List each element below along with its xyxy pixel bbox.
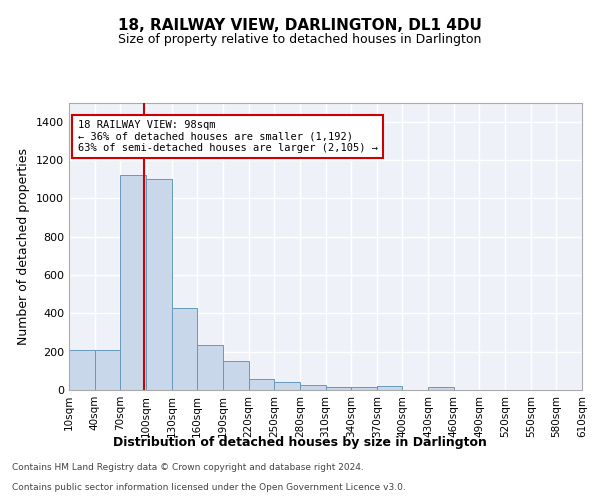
Bar xyxy=(95,350,121,390)
Bar xyxy=(69,350,95,390)
Bar xyxy=(377,386,403,390)
Text: 18 RAILWAY VIEW: 98sqm
← 36% of detached houses are smaller (1,192)
63% of semi-: 18 RAILWAY VIEW: 98sqm ← 36% of detached… xyxy=(77,120,377,153)
Text: Contains public sector information licensed under the Open Government Licence v3: Contains public sector information licen… xyxy=(12,484,406,492)
Bar xyxy=(428,387,454,390)
Bar xyxy=(172,308,197,390)
Bar xyxy=(274,382,300,390)
Bar xyxy=(223,361,248,390)
Text: Size of property relative to detached houses in Darlington: Size of property relative to detached ho… xyxy=(118,32,482,46)
Bar xyxy=(351,387,377,390)
Bar xyxy=(146,179,172,390)
Text: Contains HM Land Registry data © Crown copyright and database right 2024.: Contains HM Land Registry data © Crown c… xyxy=(12,464,364,472)
Bar xyxy=(300,385,325,390)
Text: Distribution of detached houses by size in Darlington: Distribution of detached houses by size … xyxy=(113,436,487,449)
Y-axis label: Number of detached properties: Number of detached properties xyxy=(17,148,31,345)
Bar xyxy=(121,176,146,390)
Text: 18, RAILWAY VIEW, DARLINGTON, DL1 4DU: 18, RAILWAY VIEW, DARLINGTON, DL1 4DU xyxy=(118,18,482,32)
Bar xyxy=(248,378,274,390)
Bar xyxy=(325,387,351,390)
Bar xyxy=(197,345,223,390)
